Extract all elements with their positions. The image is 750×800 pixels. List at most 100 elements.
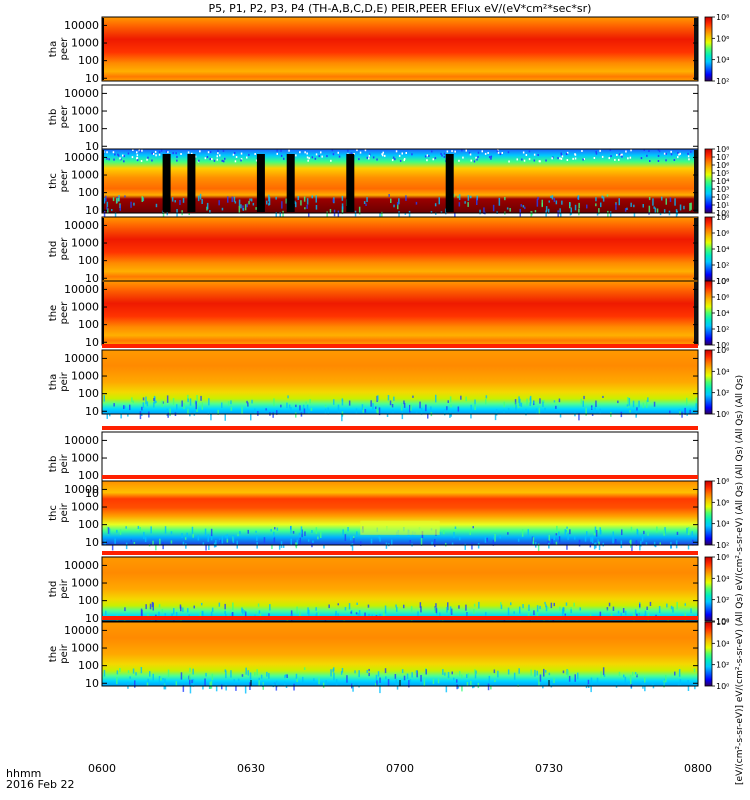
speckle — [207, 151, 210, 154]
speckle — [558, 531, 560, 540]
speckle — [585, 407, 587, 416]
speckle — [167, 669, 170, 678]
speckle — [458, 202, 461, 207]
speckle — [295, 202, 297, 208]
ytick-label: 100 — [78, 186, 99, 199]
speckle — [283, 681, 286, 686]
speckle — [401, 152, 403, 155]
speckle — [233, 679, 235, 682]
speckle — [183, 403, 185, 410]
speckle — [225, 670, 227, 679]
speckle — [353, 538, 355, 543]
speckle — [269, 604, 271, 611]
speckle — [598, 541, 600, 545]
speckle — [296, 539, 298, 546]
speckle — [590, 677, 593, 685]
speckle — [485, 399, 487, 405]
speckle — [689, 409, 691, 415]
ytick-label: 100 — [78, 387, 99, 400]
speckle — [337, 404, 340, 413]
speckle — [303, 667, 306, 670]
speckle — [112, 197, 115, 202]
speckle — [446, 406, 448, 411]
speckle — [474, 399, 476, 407]
speckle — [620, 153, 622, 156]
speckle — [465, 604, 467, 611]
speckle — [216, 158, 218, 161]
speckle — [393, 396, 395, 401]
speckle — [622, 608, 625, 613]
speckle — [172, 152, 174, 155]
speckle — [234, 160, 237, 163]
speckle — [609, 211, 612, 218]
speckle — [130, 201, 132, 208]
speckle — [276, 152, 278, 155]
speckle — [227, 401, 230, 406]
speckle — [288, 149, 290, 152]
speckle — [292, 531, 295, 534]
speckle — [375, 406, 377, 409]
speckle — [368, 154, 370, 157]
speckle — [477, 156, 479, 158]
speckle — [119, 204, 121, 211]
speckle — [209, 158, 211, 161]
spectrogram-fill — [102, 149, 698, 213]
speckle — [536, 612, 539, 618]
ylabel: thc — [48, 505, 59, 521]
separator-bar — [102, 616, 698, 620]
ytick-label: 1000 — [71, 169, 99, 182]
speckle — [617, 610, 620, 614]
speckle — [282, 544, 285, 548]
speckle — [171, 197, 174, 202]
speckle — [152, 540, 154, 546]
speckle — [290, 610, 293, 618]
speckle — [584, 536, 587, 542]
speckle — [534, 669, 536, 677]
speckle — [580, 398, 583, 405]
speckle — [335, 679, 338, 686]
speckle — [458, 159, 460, 162]
speckle — [630, 526, 633, 532]
speckle — [180, 606, 182, 612]
speckle — [315, 153, 318, 156]
cbar-tick-label: 10⁴ — [716, 56, 729, 65]
speckle — [670, 153, 673, 156]
speckle — [679, 411, 681, 416]
speckle — [670, 605, 673, 610]
speckle — [466, 612, 468, 619]
speckle — [266, 200, 268, 205]
speckle — [370, 538, 373, 544]
speckle — [103, 395, 105, 402]
cbar-tick-label: 10⁶ — [716, 553, 729, 562]
speckle — [465, 149, 467, 152]
speckle — [475, 156, 477, 159]
cbar-tick-label: 10² — [716, 389, 729, 398]
speckle — [314, 157, 317, 160]
speckle — [158, 151, 161, 154]
speckle — [106, 411, 108, 419]
speckle — [547, 606, 549, 610]
speckle — [192, 668, 194, 675]
cbar-tick-label: 10² — [716, 261, 729, 270]
speckle — [221, 402, 223, 409]
speckle — [305, 401, 307, 404]
speckle — [235, 156, 238, 158]
speckle — [256, 669, 258, 676]
speckle — [481, 150, 483, 153]
speckle — [108, 158, 110, 161]
speckle — [377, 395, 379, 401]
speckle — [315, 195, 317, 203]
speckle — [143, 531, 145, 539]
speckle — [535, 408, 538, 415]
speckle — [440, 152, 442, 155]
cbar-tick-label: 10² — [716, 661, 729, 670]
speckle — [404, 212, 407, 215]
speckle — [211, 607, 214, 613]
speckle — [663, 152, 666, 155]
speckle — [307, 159, 309, 162]
speckle — [553, 536, 555, 541]
speckle — [626, 207, 628, 210]
speckle — [350, 535, 352, 541]
speckle — [191, 679, 193, 684]
speckle — [288, 404, 291, 409]
